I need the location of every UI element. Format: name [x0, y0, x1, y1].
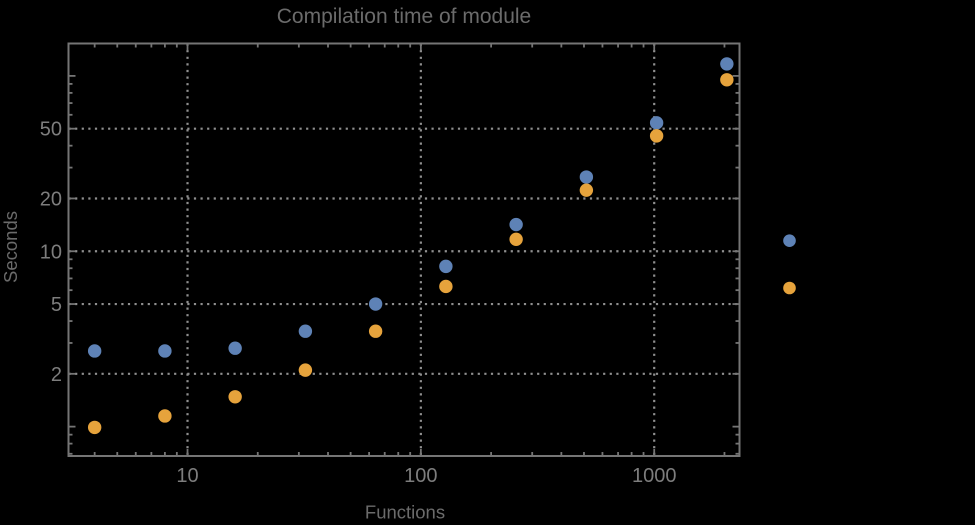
gridlines-layer — [68, 43, 740, 456]
plot-frame — [67, 42, 741, 457]
data-point-orange-x256 — [509, 232, 523, 247]
data-point-blue-x128 — [439, 259, 453, 274]
data-point-blue-x8 — [158, 344, 172, 358]
x-tick-label-1000: 1000 — [632, 465, 677, 487]
data-point-orange-x4 — [87, 420, 102, 435]
y-tick-label-50: 50 — [40, 119, 62, 141]
x-axis-label: Functions — [365, 502, 445, 523]
data-point-orange-x128 — [439, 279, 453, 294]
legend-marker-blue — [783, 234, 796, 247]
y-tick-label-2: 2 — [51, 364, 62, 386]
y-tick-label-5: 5 — [51, 294, 62, 316]
data-point-blue-x32 — [298, 324, 313, 338]
data-point-blue-x2048 — [720, 57, 734, 71]
data-point-orange-x1024 — [649, 129, 664, 143]
data-point-blue-x64 — [368, 297, 383, 311]
data-point-orange-x16 — [228, 390, 242, 404]
x-tick-label-10: 10 — [176, 465, 198, 487]
tick-labels-layer: 10 100 1000 2 5 10 20 50 — [40, 119, 677, 487]
data-point-orange-x512 — [579, 183, 594, 197]
data-point-orange-x64 — [368, 324, 383, 338]
data-point-blue-x4 — [87, 344, 102, 358]
data-point-blue-x1024 — [649, 116, 664, 130]
x-tick-label-100: 100 — [404, 465, 437, 487]
data-point-blue-x512 — [579, 170, 594, 184]
data-point-blue-x256 — [509, 217, 523, 232]
data-points-layer — [87, 57, 734, 435]
y-tick-label-20: 20 — [40, 188, 62, 210]
y-tick-label-10: 10 — [40, 241, 62, 263]
y-axis-label: Seconds — [0, 211, 21, 283]
data-point-blue-x16 — [228, 341, 242, 355]
legend — [783, 234, 796, 295]
legend-marker-orange — [783, 281, 796, 295]
tick-marks-layer — [68, 43, 740, 456]
data-point-orange-x32 — [298, 363, 313, 377]
plot-title: Compilation time of module — [277, 5, 531, 28]
data-point-orange-x8 — [158, 409, 172, 423]
data-point-orange-x2048 — [720, 73, 734, 87]
